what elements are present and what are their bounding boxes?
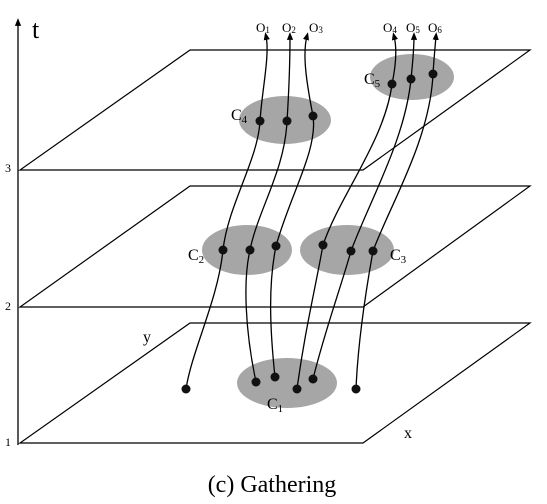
trajectory-o2 [245,32,294,383]
figure-caption: (c) Gathering [208,472,337,498]
label-o3: O3 [309,20,323,35]
label-c3: C3 [390,247,407,266]
trajectory-o5 [312,32,418,380]
y-axis-label: y [143,329,151,346]
point-o6-t2 [368,246,378,256]
trajectory-o6 [355,32,439,390]
point-o5-t2 [346,246,356,256]
point-o1-t2 [218,245,228,255]
label-o2: O2 [282,20,296,35]
point-o1-t1 [181,384,191,394]
label-o4: O4 [383,20,397,35]
point-o3-t1 [270,372,280,382]
plane-t1 [18,322,532,444]
trajectory-o1 [185,32,270,390]
point-o4-t1 [292,384,302,394]
point-o1-t3 [255,116,265,126]
point-o4-t2 [318,240,328,250]
cluster-c1 [237,358,337,408]
point-o2-t1 [251,377,261,387]
label-c2: C2 [188,247,204,266]
plane-t2 [18,185,532,308]
point-o2-t3 [282,116,292,126]
label-c4: C4 [231,107,248,126]
time-tick-2: 2 [5,299,11,313]
x-axis-label: x [404,425,412,442]
label-o6: O6 [428,20,442,35]
plane-t3 [18,49,532,171]
label-c1: C1 [267,396,283,415]
point-o4-t3 [387,79,397,89]
point-o3-t2 [271,241,281,251]
point-o3-t3 [308,111,318,121]
label-c5: C5 [364,71,381,90]
point-o2-t2 [245,245,255,255]
time-tick-1: 1 [5,435,11,449]
point-o6-t1 [351,384,361,394]
point-o5-t1 [308,374,318,384]
trajectory-o4 [296,32,398,390]
point-o5-t3 [406,74,416,84]
t-axis-label: t [32,15,40,44]
label-o5: O5 [406,20,420,35]
point-o6-t3 [428,69,438,79]
trajectory-o3 [269,32,315,378]
time-tick-3: 3 [5,161,11,175]
label-o1: O1 [256,20,270,35]
